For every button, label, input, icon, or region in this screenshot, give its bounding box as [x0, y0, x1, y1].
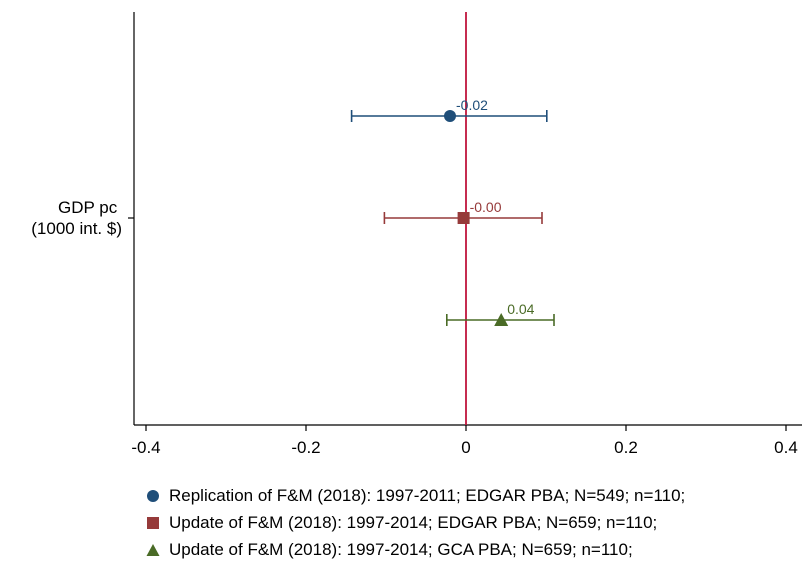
y-category-label-line-1: GDP pc: [58, 198, 118, 217]
legend-marker-square-icon: [147, 516, 159, 529]
point-marker-2: [494, 313, 509, 326]
x-axis-ticks: -0.4 -0.2 0 0.2 0.4: [131, 425, 798, 457]
data-label-1: -0.00: [470, 199, 502, 215]
series-group: -0.02 -0.00 0.04: [350, 97, 555, 326]
data-label-0: -0.02: [456, 97, 488, 113]
legend-item-1: Update of F&M (2018): 1997-2014; EDGAR P…: [146, 509, 685, 536]
x-tick-label-3: 0.2: [614, 438, 638, 457]
x-tick-label-2: 0: [461, 438, 470, 457]
point-marker-1: [457, 212, 470, 224]
legend-label-2: Update of F&M (2018): 1997-2014; GCA PBA…: [169, 539, 633, 559]
legend-marker-circle-icon: [147, 489, 159, 502]
y-category-label: GDP pc (1000 int. $): [31, 198, 122, 238]
legend: Replication of F&M (2018): 1997-2011; ED…: [146, 482, 685, 563]
legend-marker-triangle-icon: [146, 543, 160, 556]
legend-label-0: Replication of F&M (2018): 1997-2011; ED…: [169, 485, 686, 505]
x-tick-label-0: -0.4: [131, 438, 160, 457]
x-tick-label-4: 0.4: [774, 438, 798, 457]
legend-label-1: Update of F&M (2018): 1997-2014; EDGAR P…: [169, 512, 658, 532]
legend-item-2: Update of F&M (2018): 1997-2014; GCA PBA…: [146, 536, 685, 563]
y-category-label-line-2: (1000 int. $): [31, 219, 122, 238]
x-tick-label-1: -0.2: [291, 438, 320, 457]
point-marker-0: [444, 110, 456, 122]
data-label-2: 0.04: [507, 301, 534, 317]
legend-item-0: Replication of F&M (2018): 1997-2011; ED…: [146, 482, 685, 509]
